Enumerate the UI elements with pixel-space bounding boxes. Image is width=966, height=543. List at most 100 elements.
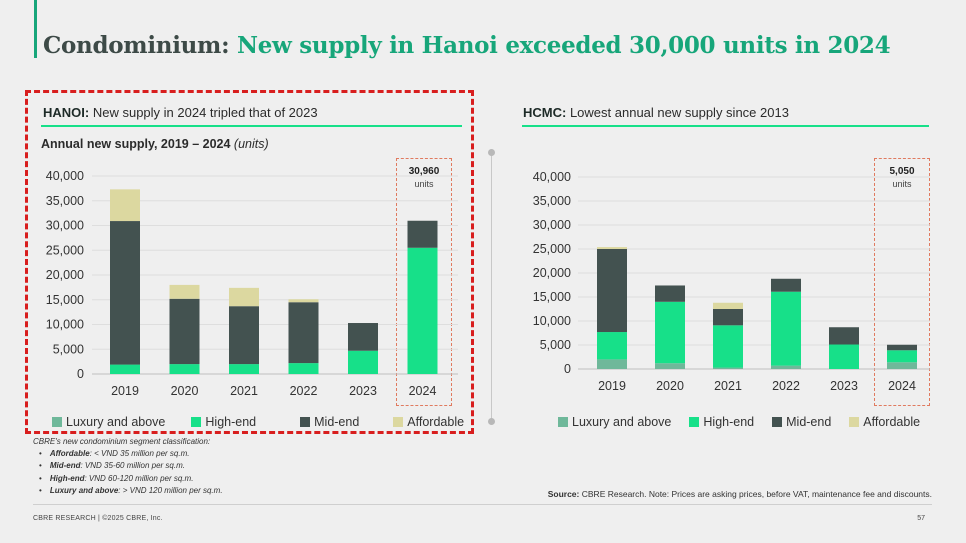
y-tick-label: 25,000 <box>46 243 84 257</box>
bar-segment-affordable-2021 <box>713 302 743 309</box>
x-tick-label: 2020 <box>656 379 684 393</box>
bar-segment-high-end-2020 <box>655 301 685 364</box>
legend-label-high-end: High-end <box>205 415 257 429</box>
hcmc-heading-rule <box>522 125 929 127</box>
legend-item-affordable: Affordable <box>849 415 920 429</box>
bar-segment-luxury-2019 <box>597 359 627 369</box>
bar-segment-mid-end-2021 <box>713 309 743 326</box>
x-tick-label: 2021 <box>714 379 742 393</box>
legend-item-mid-end: Mid-end <box>300 415 359 429</box>
legend-label-luxury: Luxury and above <box>572 415 672 429</box>
hcmc-heading-label: HCMC: <box>523 105 567 120</box>
legend-label-affordable: Affordable <box>863 415 921 429</box>
source-label: Source: <box>547 489 580 499</box>
x-tick-label: 2022 <box>772 379 800 393</box>
bar-segment-mid-end-2022 <box>288 302 319 364</box>
bar-segment-high-end-2019 <box>597 332 627 360</box>
hcmc-callout-value: 5,050 <box>889 166 915 177</box>
y-tick-label: 0 <box>77 367 84 381</box>
y-tick-label: 15,000 <box>533 290 571 304</box>
bar-segment-affordable-2019 <box>110 189 140 222</box>
legend-label-high-end: High-end <box>703 415 755 429</box>
panel-divider <box>491 153 492 423</box>
y-tick-label: 40,000 <box>533 170 571 184</box>
bar-segment-mid-end-2024 <box>887 344 917 351</box>
bar-segment-luxury-2020 <box>655 363 685 369</box>
bar-segment-mid-end-2020 <box>655 285 685 302</box>
y-tick-label: 35,000 <box>533 194 571 208</box>
hanoi-heading-text: New supply in 2024 tripled that of 2023 <box>92 105 318 120</box>
notes-item-text: : < VND 35 million per sq.m. <box>89 449 190 459</box>
source-text: CBRE Research. Note: Prices are asking p… <box>581 489 932 499</box>
hcmc-heading-text: Lowest annual new supply since 2013 <box>569 105 789 120</box>
high-end-swatch <box>191 417 202 427</box>
notes-item-label: Mid-end <box>49 461 81 471</box>
bar-segment-mid-end-2019 <box>110 221 140 365</box>
bar-segment-affordable-2021 <box>229 287 259 307</box>
bar-segment-high-end-2021 <box>229 364 259 374</box>
mid-end-swatch <box>300 417 311 427</box>
bar-segment-high-end-2021 <box>713 325 743 368</box>
y-tick-label: 30,000 <box>46 219 84 233</box>
notes-item-label: Affordable <box>49 449 90 459</box>
affordable-swatch <box>393 417 404 427</box>
bar-segment-high-end-2023 <box>829 344 859 369</box>
bar-segment-mid-end-2021 <box>229 306 259 365</box>
notes-item: Luxury and above: > VND 120 million per … <box>39 485 223 497</box>
y-tick-label: 5,000 <box>53 342 84 356</box>
hcmc-legend: Luxury and above High-end Mid-end Afford… <box>558 415 920 429</box>
hanoi-heading-rule <box>41 125 462 127</box>
hanoi-legend: Luxury and above High-end Mid-end Afford… <box>52 415 464 429</box>
notes-heading: CBRE's new condominium segment classific… <box>33 437 211 446</box>
hanoi-callout-unit: units <box>414 179 434 189</box>
y-tick-label: 25,000 <box>533 242 571 256</box>
hanoi-2024-callout-box <box>396 158 452 406</box>
bar-segment-high-end-2022 <box>288 363 319 374</box>
bar-segment-high-end-2024 <box>887 350 917 363</box>
legend-item-high-end: High-end <box>191 415 256 429</box>
legend-item-high-end: High-end <box>689 415 754 429</box>
hanoi-chart-title-text: Annual new supply, 2019 – 2024 <box>41 137 231 151</box>
notes-item-label: High-end <box>49 473 85 483</box>
hanoi-chart-title: Annual new supply, 2019 – 2024 (units) <box>41 137 269 151</box>
bar-segment-high-end-2020 <box>169 364 200 374</box>
title-part-1: Condominium: <box>43 32 230 59</box>
legend-label-luxury: Luxury and above <box>66 415 166 429</box>
notes-item: High-end: VND 60-120 million per sq.m. <box>39 473 223 485</box>
x-tick-label: 2020 <box>171 384 199 398</box>
bar-segment-high-end-2022 <box>771 291 801 366</box>
y-tick-label: 10,000 <box>533 314 571 328</box>
bar-segment-luxury-2022 <box>771 365 801 369</box>
y-tick-label: 10,000 <box>46 318 84 332</box>
y-tick-label: 20,000 <box>533 266 571 280</box>
page-title: Condominium: New supply in Hanoi exceede… <box>43 32 891 59</box>
bar-segment-high-end-2023 <box>348 350 378 374</box>
x-tick-label: 2019 <box>111 384 139 398</box>
title-accent-bar <box>34 0 37 58</box>
bar-segment-mid-end-2020 <box>169 298 200 365</box>
bar-segment-mid-end-2019 <box>597 249 627 333</box>
notes-item: Affordable: < VND 35 million per sq.m. <box>39 448 223 460</box>
hcmc-2024-callout: 5,050 units <box>874 165 930 191</box>
notes-item-label: Luxury and above <box>49 485 119 495</box>
legend-label-mid-end: Mid-end <box>314 415 360 429</box>
segment-notes: CBRE's new condominium segment classific… <box>33 436 223 497</box>
bar-segment-mid-end-2023 <box>348 323 378 351</box>
x-tick-label: 2023 <box>349 384 377 398</box>
y-tick-label: 40,000 <box>46 169 84 183</box>
notes-item: Mid-end: VND 35-60 million per sq.m. <box>39 460 223 472</box>
notes-item-text: : > VND 120 million per sq.m. <box>118 485 223 495</box>
legend-item-luxury: Luxury and above <box>558 415 671 429</box>
notes-list: Affordable: < VND 35 million per sq.m. M… <box>33 448 223 497</box>
hcmc-panel-heading: HCMC: Lowest annual new supply since 201… <box>523 105 789 120</box>
hcmc-callout-unit: units <box>892 179 912 189</box>
footer-rule <box>33 504 932 505</box>
x-tick-label: 2019 <box>598 379 626 393</box>
legend-item-mid-end: Mid-end <box>772 415 831 429</box>
bar-segment-affordable-2019 <box>597 247 627 249</box>
divider-bottom-dot <box>488 418 495 425</box>
x-tick-label: 2024 <box>888 379 916 393</box>
hanoi-2024-callout: 30,960 units <box>396 165 452 191</box>
hcmc-supply-chart: 0 5,000 10,000 15,000 20,000 25,000 30,000 35,0… <box>533 170 930 393</box>
footer-copyright: CBRE RESEARCH | ©2025 CBRE, Inc. <box>33 515 163 522</box>
